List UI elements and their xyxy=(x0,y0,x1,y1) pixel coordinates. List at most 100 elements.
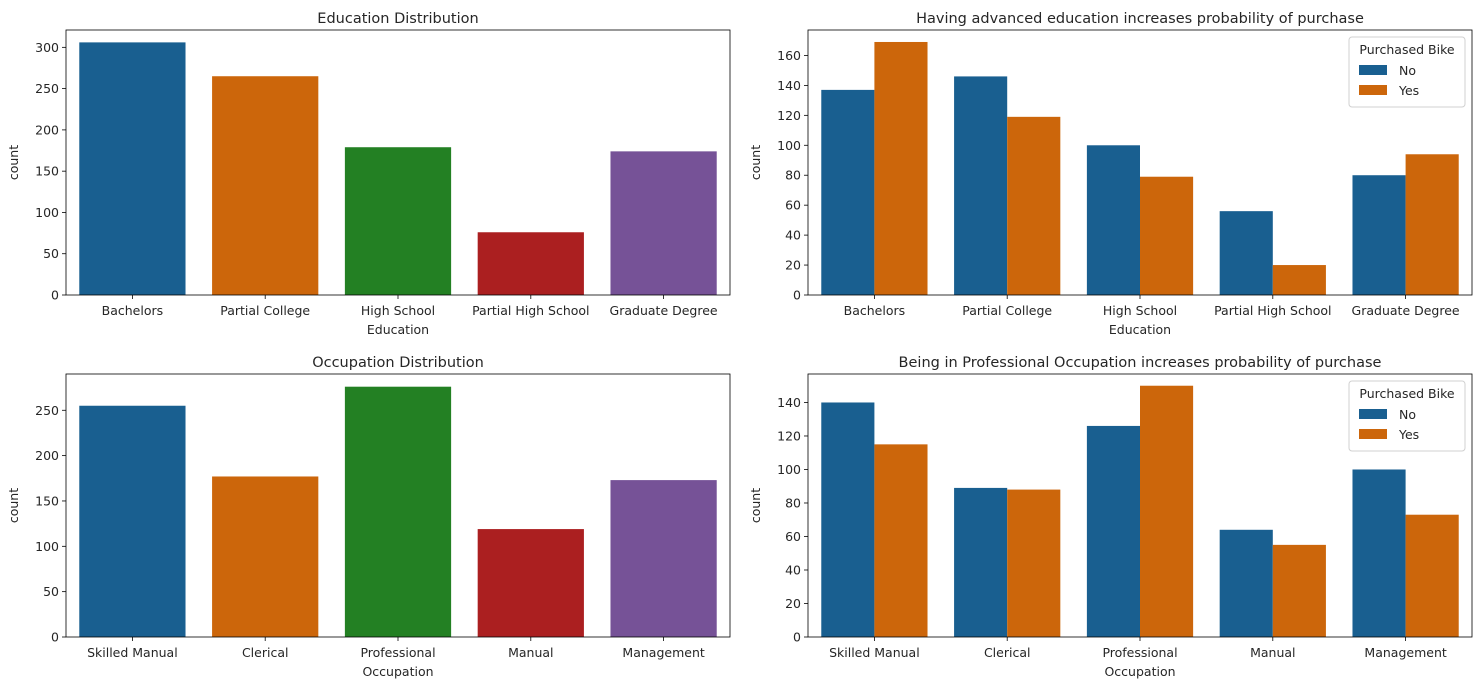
x-tick-label: Partial High School xyxy=(472,303,589,318)
legend-swatch-no xyxy=(1359,409,1387,419)
y-tick-label: 250 xyxy=(35,403,59,418)
y-tick-label: 140 xyxy=(777,78,801,93)
x-tick-label: Partial College xyxy=(220,303,310,318)
y-tick-label: 200 xyxy=(35,448,59,463)
legend-swatch-yes xyxy=(1359,429,1387,439)
y-tick-label: 120 xyxy=(777,108,801,123)
x-tick-label: High School xyxy=(361,303,435,318)
x-tick-label: Partial High School xyxy=(1214,303,1331,318)
y-axis-label: count xyxy=(6,145,21,180)
bar-yes-partial-college xyxy=(1007,116,1061,296)
bar-yes-partial-high-school xyxy=(1272,265,1326,295)
y-tick-label: 0 xyxy=(793,288,801,303)
bar-no-clerical xyxy=(954,487,1008,637)
x-tick-label: Skilled Manual xyxy=(87,645,178,660)
y-tick-label: 100 xyxy=(35,205,59,220)
x-tick-label: Clerical xyxy=(984,645,1031,660)
bar-management xyxy=(610,480,717,637)
x-tick-label: Bachelors xyxy=(102,303,164,318)
y-tick-label: 160 xyxy=(777,48,801,63)
bar-yes-management xyxy=(1405,514,1459,637)
y-tick-label: 80 xyxy=(785,168,801,183)
x-tick-label: Professional xyxy=(360,645,435,660)
y-tick-label: 100 xyxy=(777,138,801,153)
y-tick-label: 0 xyxy=(51,630,59,645)
legend-label-yes: Yes xyxy=(1398,83,1419,98)
y-axis-label: count xyxy=(6,488,21,523)
chart-panel-2: 0 20 40 60 80 100 120 140 160 Bachelors Partial Co… xyxy=(748,11,1473,337)
bar-yes-skilled-manual xyxy=(874,444,928,637)
y-tick-label: 20 xyxy=(785,596,801,611)
bar-no-manual xyxy=(1219,529,1273,637)
y-tick-label: 150 xyxy=(35,164,59,179)
x-tick-label: Partial College xyxy=(962,303,1052,318)
y-tick-label: 300 xyxy=(35,40,59,55)
x-tick-label: Skilled Manual xyxy=(829,645,920,660)
chart-title: Education Distribution xyxy=(317,11,478,27)
y-tick-label: 120 xyxy=(777,428,801,443)
x-tick-label: Management xyxy=(1364,645,1446,660)
legend-title: Purchased Bike xyxy=(1359,42,1455,57)
bar-no-graduate-degree xyxy=(1352,175,1406,295)
x-axis-label: Occupation xyxy=(362,664,433,679)
y-tick-label: 140 xyxy=(777,395,801,410)
bar-no-professional xyxy=(1086,425,1140,637)
bar-partial-college xyxy=(212,76,319,295)
chart-title: Occupation Distribution xyxy=(312,355,484,371)
legend: Purchased Bike No Yes xyxy=(1348,36,1466,108)
x-tick-label: Graduate Degree xyxy=(610,303,718,318)
bar-no-skilled-manual xyxy=(821,402,875,637)
bar-yes-clerical xyxy=(1007,489,1061,637)
y-tick-label: 60 xyxy=(785,198,801,213)
y-tick-label: 0 xyxy=(793,630,801,645)
bar-no-management xyxy=(1352,469,1406,637)
y-tick-label: 40 xyxy=(785,562,801,577)
legend: Purchased Bike No Yes xyxy=(1348,380,1466,452)
y-tick-label: 100 xyxy=(777,462,801,477)
bar-partial-high-school xyxy=(477,232,584,295)
bar-manual xyxy=(477,529,584,637)
y-tick-label: 100 xyxy=(35,539,59,554)
y-tick-label: 80 xyxy=(785,495,801,510)
x-tick-label: Graduate Degree xyxy=(1352,303,1460,318)
y-tick-label: 0 xyxy=(51,288,59,303)
y-tick-label: 40 xyxy=(785,228,801,243)
x-axis-label: Education xyxy=(367,322,429,337)
y-tick-label: 200 xyxy=(35,122,59,137)
y-tick-label: 50 xyxy=(43,584,59,599)
bar-yes-professional xyxy=(1140,385,1194,637)
bar-bachelors xyxy=(79,42,186,295)
chart-panel-4: 0 20 40 60 80 100 120 140 Skilled Manual Clerical… xyxy=(748,355,1473,679)
bar-graduate-degree xyxy=(610,151,717,295)
chart-title: Being in Professional Occupation increas… xyxy=(899,355,1382,371)
x-axis-label: Occupation xyxy=(1104,664,1175,679)
bar-no-high-school xyxy=(1086,145,1140,295)
legend-label-yes: Yes xyxy=(1398,427,1419,442)
y-tick-label: 250 xyxy=(35,81,59,96)
legend-label-no: No xyxy=(1399,407,1416,422)
x-tick-label: Professional xyxy=(1102,645,1177,660)
x-tick-label: Manual xyxy=(1250,645,1295,660)
y-axis-label: count xyxy=(748,145,763,180)
x-tick-label: Clerical xyxy=(242,645,289,660)
y-axis-label: count xyxy=(748,488,763,523)
legend-title: Purchased Bike xyxy=(1359,386,1455,401)
chart-panel-1: 0 50 100 150 200 250 300 Bachelors Partial Colle… xyxy=(6,11,731,337)
bar-yes-graduate-degree xyxy=(1405,154,1459,295)
y-tick-label: 150 xyxy=(35,493,59,508)
x-tick-label: High School xyxy=(1103,303,1177,318)
x-tick-label: Bachelors xyxy=(844,303,906,318)
bar-no-bachelors xyxy=(821,89,875,295)
legend-label-no: No xyxy=(1399,63,1416,78)
bar-yes-high-school xyxy=(1140,176,1194,295)
bar-clerical xyxy=(212,476,319,637)
x-tick-label: Manual xyxy=(508,645,553,660)
bar-yes-bachelors xyxy=(874,41,928,295)
chart-title: Having advanced education increases prob… xyxy=(916,11,1364,27)
bar-no-partial-high-school xyxy=(1219,211,1273,295)
bar-high-school xyxy=(344,147,452,295)
legend-swatch-no xyxy=(1359,65,1387,75)
x-tick-label: Management xyxy=(622,645,704,660)
chart-panel-3: 0 50 100 150 200 250 Skilled Manual Clerical Pro… xyxy=(6,355,731,679)
